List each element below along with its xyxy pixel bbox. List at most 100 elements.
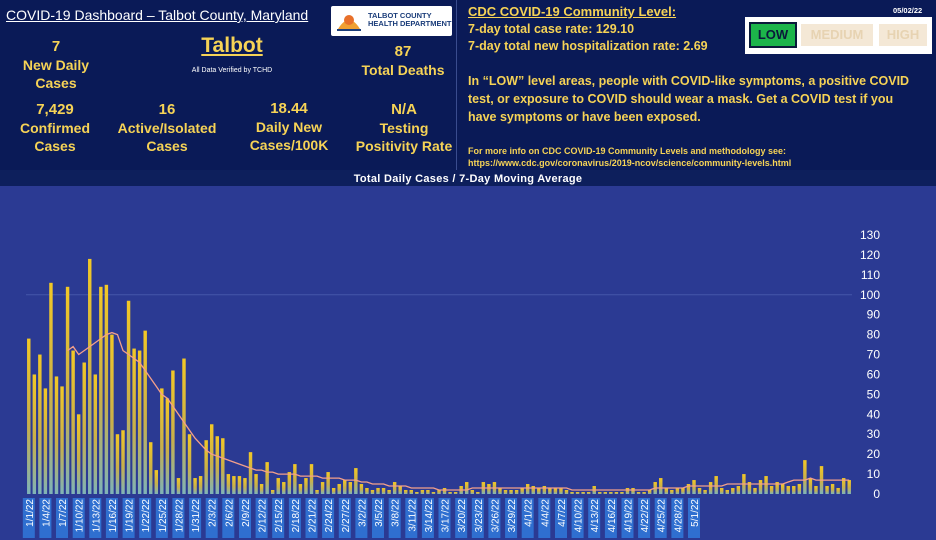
x-tick-label: 1/31/22 — [191, 499, 202, 533]
stat-daily-per-100k: 18.44 Daily New Cases/100K — [240, 100, 338, 154]
x-tick-label-bg — [338, 498, 351, 538]
case-bar — [603, 492, 608, 494]
dashboard-title: COVID-19 Dashboard – Talbot County, Mary… — [6, 7, 309, 23]
stat-testing-positivity: N/A Testing Positivity Rate — [354, 101, 454, 155]
case-bar — [465, 482, 469, 494]
x-tick-label-bg — [122, 498, 135, 538]
case-bar — [581, 492, 585, 494]
case-bar — [376, 488, 380, 494]
case-bar — [764, 476, 768, 494]
case-bar — [725, 490, 729, 494]
case-bar — [598, 492, 602, 494]
x-tick-label-bg — [671, 498, 684, 538]
case-bar — [398, 486, 402, 494]
case-bar — [387, 490, 391, 494]
y-tick-label: 120 — [860, 248, 880, 262]
case-bar — [808, 478, 813, 494]
total-deaths-label: Total Deaths — [361, 62, 445, 78]
case-bar — [331, 488, 336, 494]
x-tick-label-bg — [421, 498, 434, 538]
case-bar — [609, 492, 613, 494]
hospitalization-rate-text: 7-day total new hospitalization rate: 2.… — [468, 39, 708, 53]
x-tick-label-bg — [688, 498, 700, 538]
case-bar — [825, 486, 829, 494]
case-bar — [171, 370, 175, 494]
x-tick-label: 1/16/22 — [108, 499, 119, 533]
case-bar — [714, 476, 718, 494]
x-tick-label-bg — [538, 498, 551, 538]
x-tick-label: 4/28/22 — [673, 499, 684, 533]
x-tick-label-bg — [372, 498, 384, 538]
case-bar — [193, 478, 197, 494]
y-tick-label: 0 — [873, 487, 880, 501]
x-tick-label: 4/1/22 — [524, 499, 535, 527]
stat-confirmed-cases: 7,429 Confirmed Cases — [14, 101, 96, 155]
cdc-level-title: CDC COVID-19 Community Level: — [468, 4, 677, 19]
y-tick-label: 130 — [860, 228, 880, 242]
case-bar — [537, 488, 541, 494]
case-bar — [731, 488, 735, 494]
case-bar — [470, 490, 474, 494]
case-bar — [232, 476, 236, 494]
case-bar — [747, 482, 752, 494]
case-bar — [215, 436, 219, 494]
case-bar — [548, 488, 552, 494]
case-bar — [126, 300, 131, 494]
stat-active-cases: 16 Active/Isolated Cases — [112, 101, 222, 155]
case-bar — [115, 434, 120, 494]
case-bar — [797, 484, 802, 494]
x-tick-label-bg — [172, 498, 185, 538]
x-tick-label-bg — [588, 498, 601, 538]
case-bar — [664, 488, 669, 494]
x-tick-label: 2/27/22 — [341, 499, 352, 533]
x-tick-label-bg — [571, 498, 584, 538]
stat-total-deaths: 87 Total Deaths — [357, 43, 449, 79]
y-tick-label: 100 — [860, 288, 880, 302]
case-bar — [43, 388, 48, 494]
x-tick-label-bg — [604, 498, 617, 538]
case-bar — [830, 484, 835, 494]
case-bar — [392, 482, 397, 494]
x-tick-label-bg — [189, 498, 202, 538]
case-bar — [121, 430, 125, 494]
x-tick-label: 3/14/22 — [424, 499, 435, 533]
case-bar — [476, 492, 480, 494]
case-bar — [359, 484, 364, 494]
logo-emblem-icon — [337, 15, 361, 31]
case-bar — [697, 488, 702, 494]
x-tick-label: 2/21/22 — [308, 499, 319, 533]
level-low-badge: LOW — [749, 22, 797, 48]
case-bar — [525, 484, 530, 494]
x-tick-label: 2/24/22 — [324, 499, 335, 533]
case-bar — [415, 492, 419, 494]
case-bar — [514, 490, 519, 494]
y-tick-label: 40 — [867, 407, 881, 421]
case-bar — [337, 484, 341, 494]
case-bar — [54, 376, 59, 494]
case-bar — [160, 388, 164, 494]
case-bar — [670, 490, 674, 494]
case-bar — [265, 462, 269, 494]
case-bar — [165, 398, 170, 494]
case-bar — [270, 490, 275, 494]
x-tick-label-bg — [638, 498, 651, 538]
x-tick-label-bg — [305, 498, 318, 538]
case-bar — [326, 472, 330, 494]
y-tick-label: 60 — [867, 368, 881, 382]
x-tick-label: 1/1/22 — [25, 499, 36, 527]
case-bar — [498, 488, 502, 494]
case-bar — [143, 330, 147, 494]
case-bar — [620, 492, 624, 494]
x-tick-label: 3/23/22 — [474, 499, 485, 533]
case-bar — [437, 490, 441, 494]
case-bar — [409, 490, 413, 494]
case-bar — [531, 486, 535, 494]
case-bar — [237, 476, 242, 494]
x-tick-label-bg — [139, 498, 152, 538]
x-tick-label-bg — [205, 498, 218, 538]
cdc-methodology-link[interactable]: https://www.cdc.gov/coronavirus/2019-nco… — [468, 158, 792, 168]
x-tick-label: 3/29/22 — [507, 499, 518, 533]
case-bar — [780, 484, 785, 494]
x-tick-label: 4/16/22 — [607, 499, 618, 533]
case-bar — [586, 492, 591, 494]
